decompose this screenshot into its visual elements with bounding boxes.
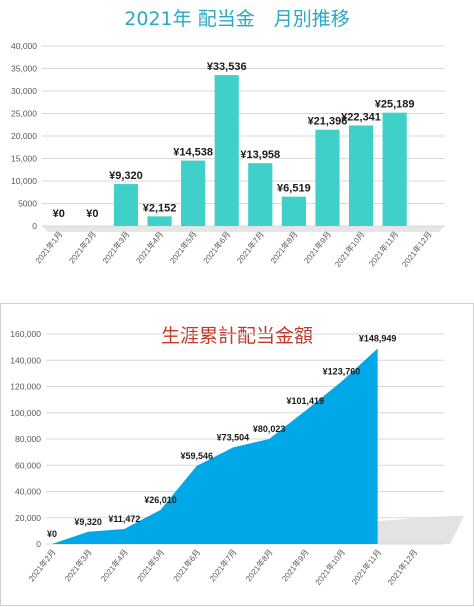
data-label: ¥14,538 xyxy=(173,147,213,159)
bar xyxy=(113,184,139,226)
y-tick-label: 0 xyxy=(32,221,37,231)
x-tick-label: 2021年6月 xyxy=(201,229,232,265)
x-tick-label: 2021年1月 xyxy=(33,229,64,265)
x-tick-label: 2021年7月 xyxy=(207,547,238,583)
data-label: ¥73,504 xyxy=(217,433,250,443)
y-tick-label: 40,000 xyxy=(15,487,41,497)
data-label: ¥0 xyxy=(86,208,98,220)
chart-title: 生涯累計配当金額 xyxy=(160,325,313,347)
bar xyxy=(281,196,306,226)
x-tick-label: 2021年2月 xyxy=(67,229,98,265)
data-label: ¥0 xyxy=(53,208,65,220)
y-tick-label: 120,000 xyxy=(10,382,41,392)
y-tick-label: 5000 xyxy=(18,199,37,209)
monthly-dividend-chart: 2021年 配当金 月別推移 0 5000 10,000 15,000 20,000 25… xyxy=(0,0,474,294)
x-tick-label: 2021年9月 xyxy=(279,547,310,583)
bar xyxy=(382,112,407,226)
y-tick-label: 30,000 xyxy=(11,86,37,96)
x-tick-label: 2021年12月 xyxy=(400,229,434,269)
x-tick-label: 2021年7月 xyxy=(234,229,265,265)
y-tick-label: 100,000 xyxy=(10,408,41,418)
bar xyxy=(248,163,273,226)
data-label: ¥33,536 xyxy=(207,61,247,73)
bar xyxy=(147,216,172,226)
data-label: ¥0 xyxy=(47,529,57,539)
data-label: ¥25,189 xyxy=(375,99,415,111)
data-label: ¥6,519 xyxy=(277,183,311,195)
y-tick-label: 10,000 xyxy=(11,176,37,186)
bar xyxy=(214,75,239,226)
data-label: ¥22,341 xyxy=(341,111,381,123)
data-label: ¥11,472 xyxy=(108,514,140,524)
data-label: ¥59,546 xyxy=(180,451,213,461)
y-tick-label: 0 xyxy=(36,539,41,549)
data-label: ¥13,958 xyxy=(240,149,280,161)
floor-shadow xyxy=(42,226,445,232)
y-tick-label: 35,000 xyxy=(11,64,37,74)
data-label: ¥101,419 xyxy=(286,396,324,406)
x-tick-label: 2021年3月 xyxy=(100,229,131,265)
x-tick-label: 2021年6月 xyxy=(171,547,202,583)
y-tick-label: 20,000 xyxy=(11,131,37,141)
data-label: ¥26,010 xyxy=(144,495,177,505)
y-tick-label: 15,000 xyxy=(11,154,37,164)
x-tick-label: 2021年3月 xyxy=(62,547,93,583)
x-tick-label: 2021年4月 xyxy=(99,547,130,583)
x-tick-label: 2021年9月 xyxy=(302,229,333,265)
bar xyxy=(315,129,340,226)
x-tick-label: 2021年11月 xyxy=(366,229,400,268)
chart-title: 2021年 配当金 月別推移 xyxy=(124,8,350,30)
y-tick-label: 80,000 xyxy=(15,434,41,444)
data-label: ¥123,760 xyxy=(323,367,361,377)
monthly-dividend-plot: 0 5000 10,000 15,000 20,000 25,000 30,000 35,00… xyxy=(11,41,445,269)
y-tick-label: 140,000 xyxy=(10,355,41,365)
x-tick-label: 2021年5月 xyxy=(135,547,166,583)
x-tick-label: 2021年5月 xyxy=(167,229,198,265)
y-tick-label: 60,000 xyxy=(15,460,41,470)
data-label: ¥9,320 xyxy=(74,517,102,527)
x-tick-label: 2021年10月 xyxy=(332,229,366,269)
x-tick-label: 2021年8月 xyxy=(243,547,274,583)
cumulative-dividend-chart: 生涯累計配当金額 0 20,000 40,000 60,000 80,000 100,00… xyxy=(0,303,474,606)
data-label: ¥80,023 xyxy=(253,424,286,434)
y-tick-label: 25,000 xyxy=(11,109,37,119)
data-label: ¥9,320 xyxy=(109,170,143,182)
area-series xyxy=(52,348,378,544)
data-label: ¥148,949 xyxy=(359,334,397,344)
x-tick-label: 2021年10月 xyxy=(313,547,347,587)
y-tick-label: 20,000 xyxy=(15,513,41,523)
data-label: ¥2,152 xyxy=(143,202,177,214)
data-label: ¥21,396 xyxy=(308,116,348,128)
y-tick-label: 160,000 xyxy=(10,329,41,339)
x-tick-label: 2021年8月 xyxy=(268,229,299,265)
x-tick-label: 2021年12月 xyxy=(385,547,419,587)
y-tick-label: 40,000 xyxy=(11,41,37,51)
x-tick-label: 2021年4月 xyxy=(134,229,165,265)
bar xyxy=(348,125,374,226)
x-tick-label: 2021年2月 xyxy=(26,547,57,583)
cumulative-dividend-plot: 0 20,000 40,000 60,000 80,000 100,000 120,000 1… xyxy=(10,329,464,587)
x-tick-label: 2021年11月 xyxy=(349,547,383,586)
bar xyxy=(181,160,206,226)
